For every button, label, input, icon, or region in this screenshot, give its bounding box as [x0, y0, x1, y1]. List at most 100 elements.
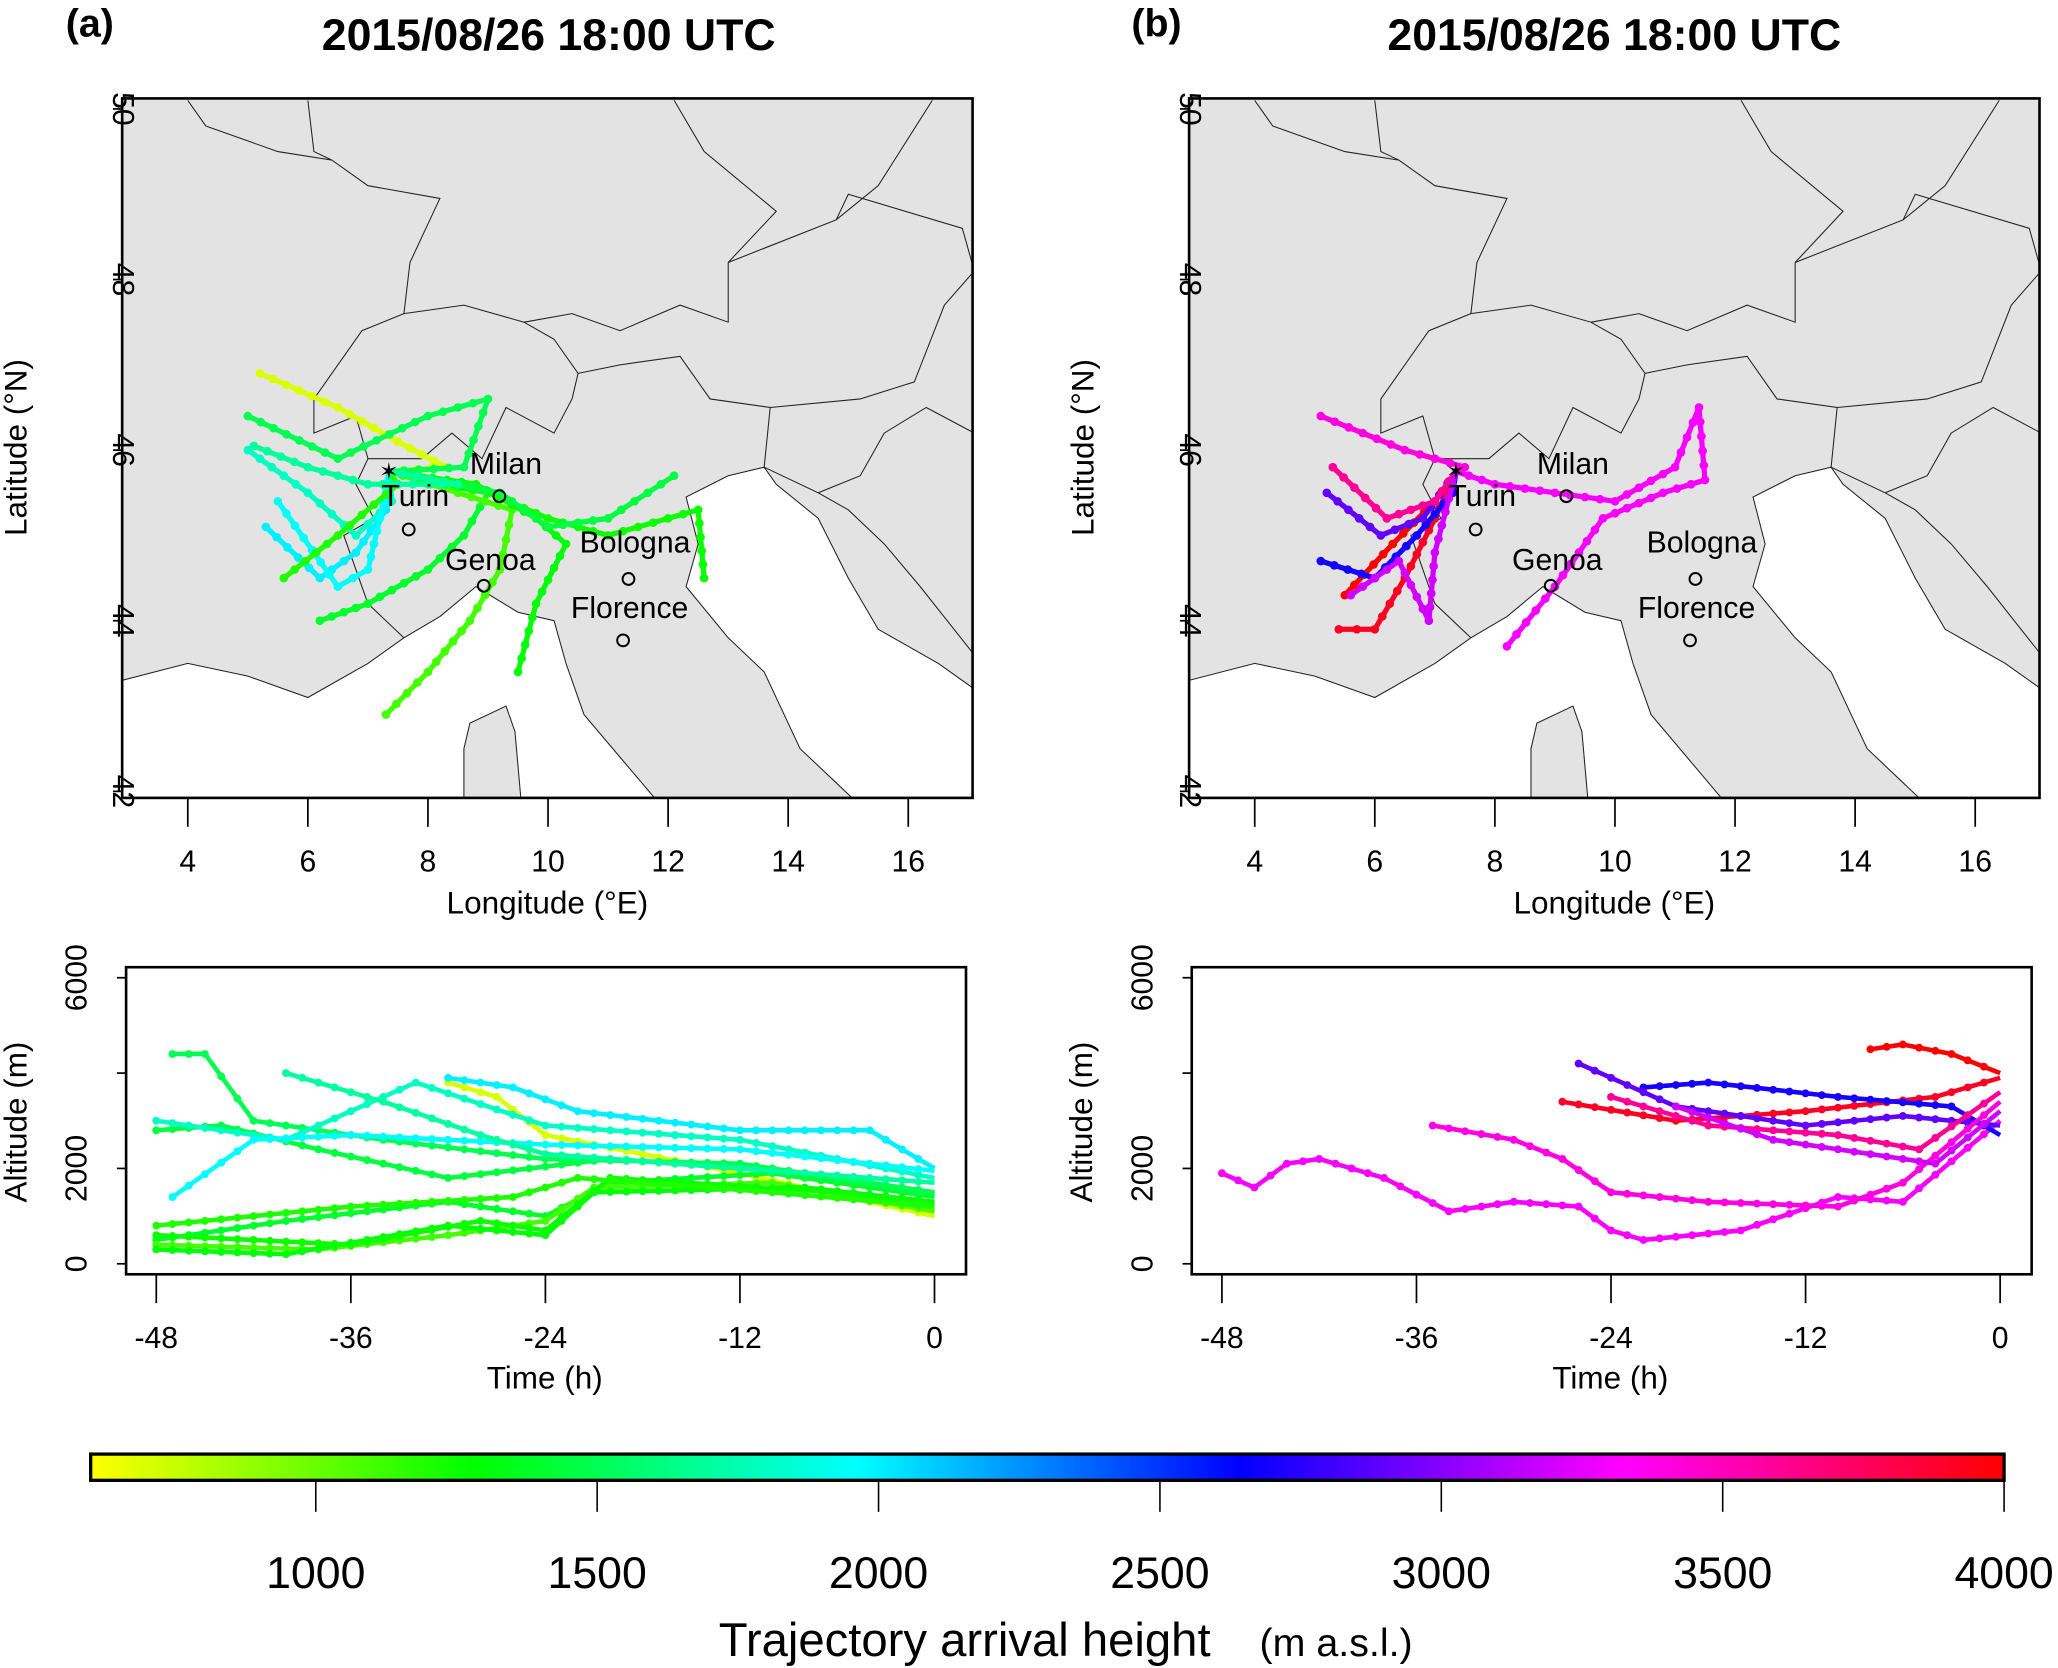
- altitude-point: [233, 1147, 242, 1156]
- y-axis-label: Latitude (°N): [0, 359, 33, 536]
- trajectory-point: [345, 520, 355, 530]
- altitude-point: [1623, 1097, 1632, 1106]
- trajectory-point: [520, 640, 530, 649]
- altitude-point: [249, 1243, 258, 1252]
- altitude-point: [395, 1103, 404, 1112]
- altitude-point: [1299, 1157, 1307, 1166]
- trajectory-point: [311, 548, 321, 557]
- trajectory-point: [1406, 580, 1416, 590]
- altitude-point: [1866, 1115, 1875, 1124]
- altitude-point: [1834, 1131, 1842, 1140]
- altitude-point: [476, 1100, 485, 1109]
- altitude-point: [298, 1238, 307, 1247]
- trajectory: [1455, 403, 1710, 651]
- trajectory: [249, 441, 463, 489]
- altitude-point: [1866, 1095, 1875, 1104]
- altitude-point: [476, 1195, 485, 1203]
- altitude-point: [1979, 1078, 1988, 1087]
- altitude-point: [346, 1152, 355, 1161]
- altitude-point: [492, 1105, 501, 1114]
- altitude-point: [314, 1213, 323, 1222]
- altitude-point: [817, 1154, 825, 1163]
- altitude-point: [1736, 1112, 1745, 1120]
- trajectory-point: [363, 565, 373, 574]
- trajectory-point: [1418, 501, 1428, 510]
- altitude-point: [282, 1216, 290, 1225]
- altitude-point: [1915, 1145, 1924, 1154]
- altitude-point: [265, 1119, 274, 1128]
- trajectory-point: [573, 518, 583, 527]
- city-label: Milan: [1537, 448, 1609, 481]
- altitude-point: [233, 1235, 242, 1244]
- country-border: [835, 100, 933, 221]
- trajectory-point: [549, 563, 559, 573]
- altitude-point: [249, 1221, 258, 1230]
- altitude-point: [509, 1228, 517, 1236]
- trajectory-point: [423, 667, 433, 677]
- trajectory-point: [261, 522, 271, 532]
- altitude-point: [1915, 1113, 1924, 1122]
- altitude-point: [444, 1143, 453, 1152]
- colorbar: 1000 1500 2000 2500 3000 3500 4000 Trajectory …: [89, 1452, 2054, 1667]
- altitude-point: [1963, 1056, 1972, 1065]
- trajectory-point: [290, 521, 300, 531]
- city-marker: [616, 633, 630, 648]
- altitude-plot-a: -48 -36 -24 -12 0 0 2000 6000 Time (h) Altitude (…: [0, 944, 968, 1395]
- altitude-point: [249, 1212, 258, 1221]
- trajectory-point: [1382, 514, 1392, 523]
- trajectory-point: [263, 446, 272, 456]
- city-marker: [1683, 633, 1697, 648]
- trajectory-point: [1595, 494, 1605, 504]
- trajectory-point: [656, 479, 666, 489]
- panel-a-title: 2015/08/26 18:00 UTC: [322, 11, 776, 60]
- trajectory-point: [1418, 514, 1428, 523]
- trajectory-point: [1699, 461, 1709, 470]
- altitude-point: [444, 1073, 453, 1082]
- altitude-point: [1607, 1073, 1615, 1082]
- trajectory-point: [531, 599, 541, 609]
- altitude-point: [898, 1199, 907, 1208]
- trajectory-point: [291, 479, 301, 489]
- trajectory-point: [359, 537, 368, 547]
- trajectory-point: [1322, 488, 1332, 498]
- altitude-point: [557, 1213, 566, 1222]
- trajectory-point: [475, 502, 485, 512]
- altitude-point: [914, 1201, 923, 1210]
- altitude-point: [233, 1248, 242, 1257]
- trajectory-point: [316, 557, 326, 567]
- trajectory-point: [1398, 528, 1408, 538]
- x-axis-label: Time (h): [487, 1359, 603, 1395]
- trajectory-point: [555, 551, 565, 561]
- trajectory-point: [588, 526, 598, 536]
- x-tick-label: 6: [299, 845, 316, 878]
- trajectory-point: [696, 532, 705, 542]
- altitude-point: [1461, 1205, 1470, 1213]
- altitude-point: [1979, 1099, 1988, 1108]
- trajectory-point: [429, 456, 439, 466]
- altitude-point: [1785, 1200, 1794, 1209]
- altitude-point: [1704, 1107, 1713, 1116]
- trajectory-point: [531, 514, 541, 523]
- altitude-point: [1558, 1154, 1567, 1163]
- trajectory-point: [1658, 469, 1668, 479]
- trajectory-point: [282, 509, 291, 518]
- trajectory-point: [1540, 594, 1550, 603]
- altitude-point: [768, 1166, 777, 1175]
- altitude-point: [363, 1131, 371, 1140]
- trajectory-point: [1634, 498, 1644, 508]
- altitude-point: [1931, 1115, 1940, 1124]
- trajectory-point: [272, 532, 281, 542]
- altitude-point: [282, 1244, 290, 1253]
- altitude-point: [914, 1185, 923, 1194]
- altitude-point: [1979, 1130, 1988, 1139]
- trajectory-point: [1350, 483, 1359, 493]
- altitude-point: [1623, 1108, 1632, 1117]
- altitude-point: [298, 1215, 307, 1223]
- country-border: [728, 193, 973, 409]
- altitude-point: [1834, 1202, 1842, 1211]
- trajectory-point: [290, 457, 299, 467]
- altitude-point: [1850, 1133, 1859, 1142]
- altitude-point: [1769, 1135, 1778, 1144]
- x-tick-label: 10: [1598, 845, 1632, 878]
